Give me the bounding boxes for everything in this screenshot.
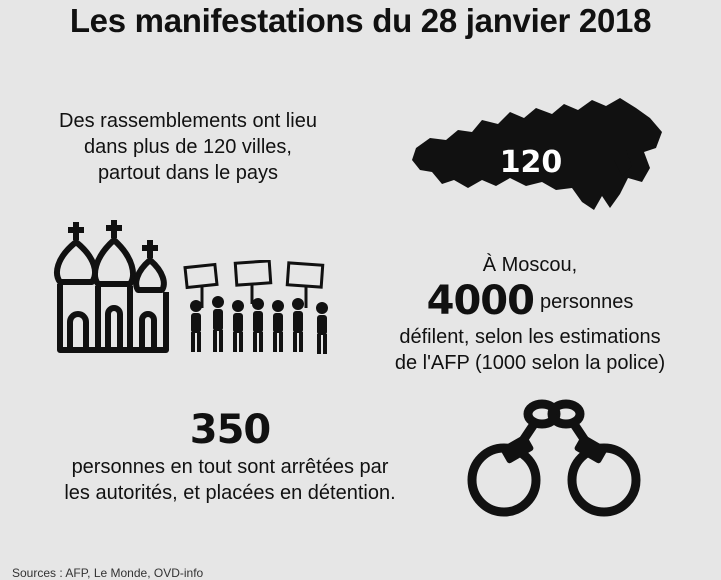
cities-line-2: dans plus de 120 villes, — [84, 136, 292, 158]
map-number: 120 — [500, 145, 563, 180]
moscow-suffix: personnes — [539, 291, 634, 313]
arrests-number: 350 — [189, 407, 271, 453]
orthodox-church-icon — [54, 220, 169, 353]
handcuffs-icon — [467, 399, 641, 517]
moscow-text: À Moscou, 4000 personnes défilent, selon … — [350, 252, 710, 376]
cities-line-1: Des rassemblements ont lieu — [59, 110, 317, 132]
russia-map-icon: 120 — [412, 98, 662, 210]
page-title: Les manifestations du 28 janvier 2018 — [69, 2, 652, 39]
cities-line-3: partout dans le pays — [97, 162, 279, 184]
cities-text: Des rassemblements ont lieu dans plus de… — [30, 108, 346, 186]
arrests-line-2: les autorités, et placées en détention. — [64, 482, 396, 504]
moscow-number: 4000 — [426, 278, 535, 324]
source-note: Sources : AFP, Le Monde, OVD-info — [12, 566, 204, 580]
moscow-line-4: de l'AFP (1000 selon la police) — [394, 352, 666, 374]
moscow-line-3: défilent, selon les estimations — [399, 326, 661, 348]
arrests-line-1: personnes en tout sont arrêtées par — [71, 456, 389, 478]
protesters-icon — [183, 260, 328, 354]
arrests-text: 350 personnes en tout sont arrêtées par … — [30, 406, 430, 506]
moscow-line-1: À Moscou, — [482, 254, 578, 276]
